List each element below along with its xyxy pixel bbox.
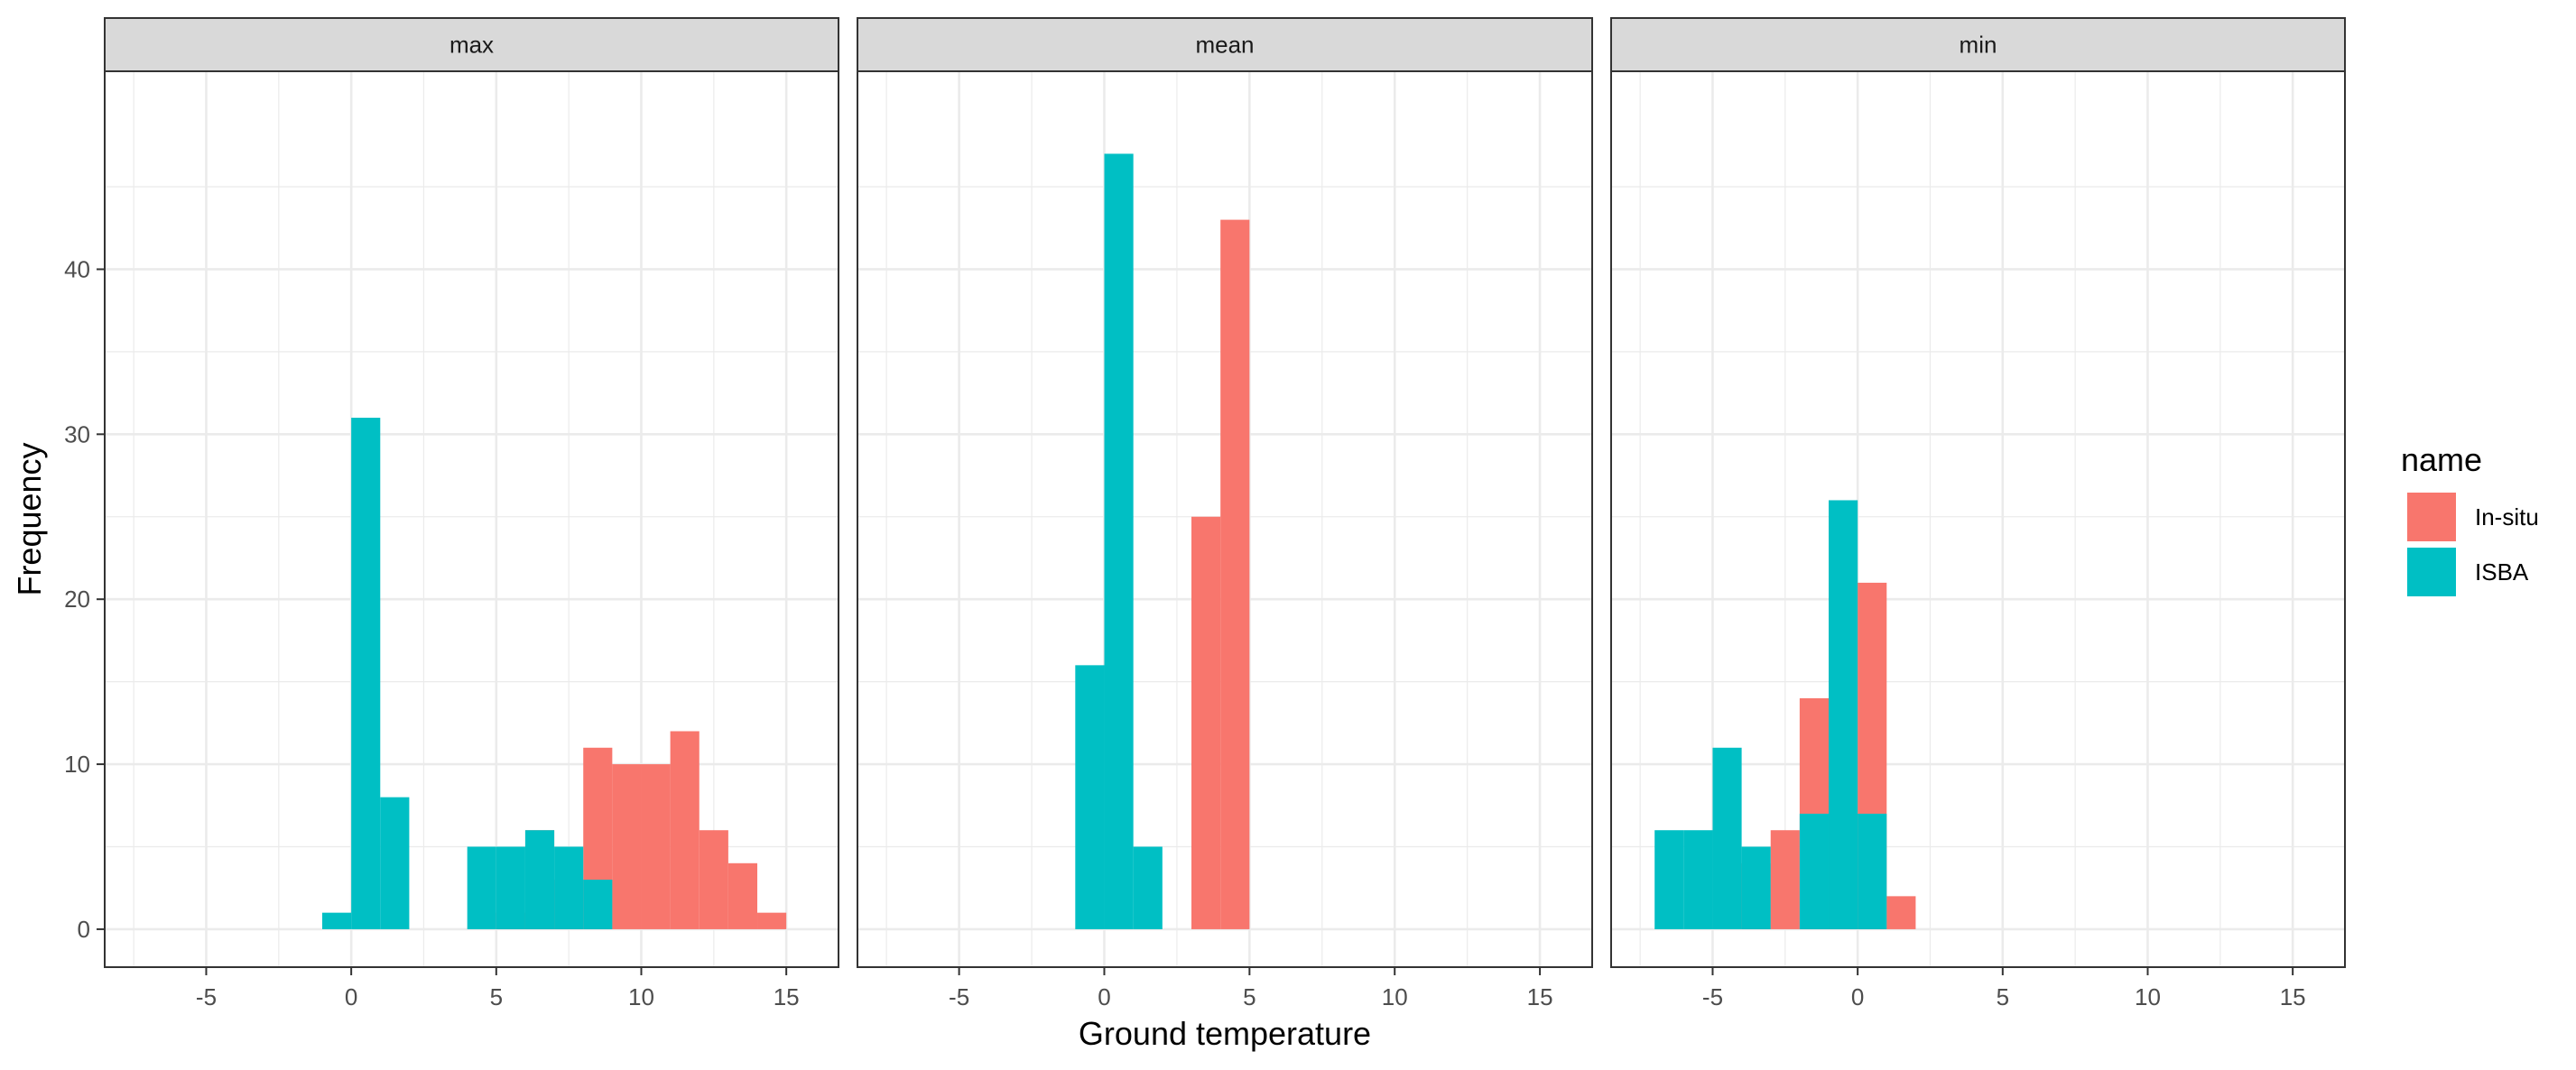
facet-strip-label: mean (1195, 32, 1254, 59)
x-tick-label: 5 (1997, 983, 2009, 1010)
x-tick-label: 10 (2135, 983, 2161, 1010)
y-tick-label: 10 (64, 751, 90, 778)
facet-strip-label: max (449, 32, 494, 59)
legend-key-in-situ (2405, 491, 2458, 543)
bar-isba (1829, 500, 1858, 929)
x-tick-label: 10 (628, 983, 654, 1010)
legend-title: name (2401, 441, 2482, 478)
panel-border (857, 70, 1593, 968)
x-tick-label: 15 (1527, 983, 1553, 1010)
facet-strip-label: min (1960, 32, 1997, 59)
y-tick-label: 40 (64, 255, 90, 282)
x-tick-label: 10 (1382, 983, 1408, 1010)
y-tick-label: 20 (64, 586, 90, 613)
bar-in-situ (1770, 830, 1800, 929)
bar-isba (322, 912, 352, 929)
bar-isba (1104, 153, 1134, 929)
legend-key-isba (2405, 546, 2458, 598)
bar-isba (524, 830, 555, 929)
facet-panel-max: max -5 0 5 10 15 0 10 20 30 40 (64, 17, 839, 1010)
bar-isba (496, 846, 525, 929)
x-tick-label: 5 (1243, 983, 1256, 1010)
x-tick-label: -5 (1702, 983, 1723, 1010)
x-tick-label: 15 (774, 983, 800, 1010)
panel-border (1610, 70, 2346, 968)
bar-isba (1712, 747, 1742, 929)
bar-in-situ (1191, 516, 1221, 929)
x-tick-label: 0 (345, 983, 357, 1010)
bar-in-situ (699, 830, 728, 929)
legend: name In-situ ISBA (2401, 441, 2539, 598)
x-tick-label: -5 (196, 983, 217, 1010)
bar-isba (1741, 846, 1771, 929)
bar-in-situ (670, 731, 700, 929)
legend-label: In-situ (2475, 503, 2539, 530)
bar-in-situ (641, 764, 671, 929)
x-tick-label: 0 (1098, 983, 1110, 1010)
bar-isba (554, 846, 584, 929)
bar-isba (583, 880, 613, 929)
bar-isba (1075, 665, 1105, 929)
panel-border (104, 70, 839, 968)
bar-in-situ (757, 912, 787, 929)
x-tick-label: 0 (1851, 983, 1864, 1010)
bar-isba (1133, 846, 1163, 929)
bar-isba (380, 797, 410, 929)
bar-in-situ (727, 862, 758, 929)
x-tick-label: 15 (2280, 983, 2306, 1010)
facet-strip (104, 17, 839, 72)
bar-isba (1799, 813, 1830, 929)
bar-isba (1683, 830, 1713, 929)
bar-in-situ (1886, 896, 1916, 929)
x-axis-title: Ground temperature (1079, 1015, 1371, 1052)
y-tick-label: 30 (64, 420, 90, 447)
y-axis-title: Frequency (11, 442, 48, 595)
bar-isba (1654, 830, 1684, 929)
bar-isba (1858, 813, 1887, 929)
y-tick-label: 0 (78, 916, 90, 943)
facet-panel-min: min -5 0 5 10 15 (1610, 17, 2346, 1010)
x-tick-label: -5 (949, 983, 969, 1010)
bar-in-situ (612, 764, 642, 929)
facet-panel-mean: mean -5 0 5 10 15 (857, 17, 1593, 1010)
bar-in-situ (1220, 219, 1250, 929)
bar-isba (467, 846, 496, 929)
legend-label: ISBA (2475, 558, 2529, 586)
x-tick-label: 5 (490, 983, 503, 1010)
panel-background (105, 71, 839, 967)
bar-isba (351, 418, 381, 929)
